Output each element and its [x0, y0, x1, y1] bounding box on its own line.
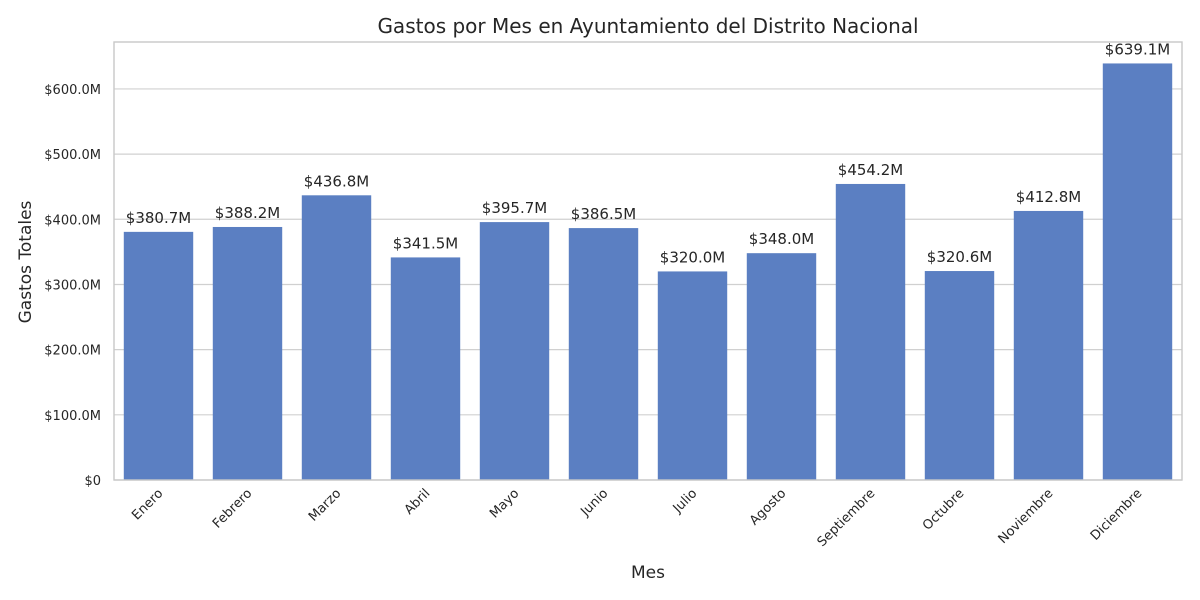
y-tick-label: $100.0M: [44, 409, 101, 424]
grid-layer: [114, 88, 1182, 481]
x-tick-label: Junio: [577, 486, 611, 520]
x-tick-label: Enero: [129, 486, 166, 523]
x-tick-label: Febrero: [210, 486, 255, 531]
y-tick-labels: $0 $100.0M $200.0M $300.0M $400.0M $500.0M $60…: [44, 83, 101, 489]
plot-frame: [113, 41, 1183, 481]
bars-layer: [123, 63, 1173, 481]
bar-diciembre: [1102, 63, 1173, 480]
y-tick-label: $600.0M: [44, 83, 101, 98]
bar-septiembre: [835, 183, 906, 480]
x-tick-label: Marzo: [306, 486, 344, 524]
data-label: $341.5M: [393, 234, 458, 252]
y-tick-label: $300.0M: [44, 278, 101, 293]
x-tick-label: Abril: [402, 486, 434, 518]
x-tick-label: Mayo: [487, 486, 522, 521]
bar-mayo: [479, 222, 550, 481]
bar-febrero: [212, 226, 283, 480]
data-label: $639.1M: [1105, 40, 1170, 58]
y-tick-label: $500.0M: [44, 148, 101, 163]
x-axis-label: Mes: [631, 563, 665, 583]
y-tick-label: $400.0M: [44, 213, 101, 228]
x-tick-label: Noviembre: [996, 486, 1057, 547]
data-labels: $380.7M $388.2M $436.8M $341.5M $395.7M $386.…: [126, 40, 1170, 266]
data-label: $454.2M: [838, 161, 903, 179]
bar-junio: [568, 228, 639, 480]
x-tick-label: Septiembre: [815, 486, 879, 550]
data-label: $320.6M: [927, 248, 992, 266]
data-label: $386.5M: [571, 205, 636, 223]
data-label: $380.7M: [126, 209, 191, 227]
x-tick-label: Octubre: [920, 486, 967, 533]
data-label: $388.2M: [215, 204, 280, 222]
y-axis-label: Gastos Totales: [16, 200, 36, 323]
bar-julio: [657, 271, 728, 480]
bar-marzo: [301, 195, 372, 481]
x-tick-label: Agosto: [747, 486, 789, 528]
data-label: $395.7M: [482, 199, 547, 217]
data-label: $412.8M: [1016, 188, 1081, 206]
chart-title: Gastos por Mes en Ayuntamiento del Distr…: [377, 14, 918, 38]
bar-abril: [390, 257, 461, 480]
data-label: $436.8M: [304, 172, 369, 190]
x-tick-labels: Enero Febrero Marzo Abril Mayo Junio Julio Agos…: [129, 486, 1145, 550]
x-tick-label: Diciembre: [1088, 486, 1146, 544]
bar-enero: [123, 231, 194, 480]
x-tick-label: Julio: [670, 486, 701, 517]
y-tick-label: $0: [84, 474, 101, 489]
bar-agosto: [746, 253, 817, 480]
data-label: $320.0M: [660, 248, 725, 266]
y-tick-label: $200.0M: [44, 344, 101, 359]
bar-octubre: [924, 271, 995, 480]
bar-noviembre: [1013, 210, 1084, 480]
data-label: $348.0M: [749, 230, 814, 248]
